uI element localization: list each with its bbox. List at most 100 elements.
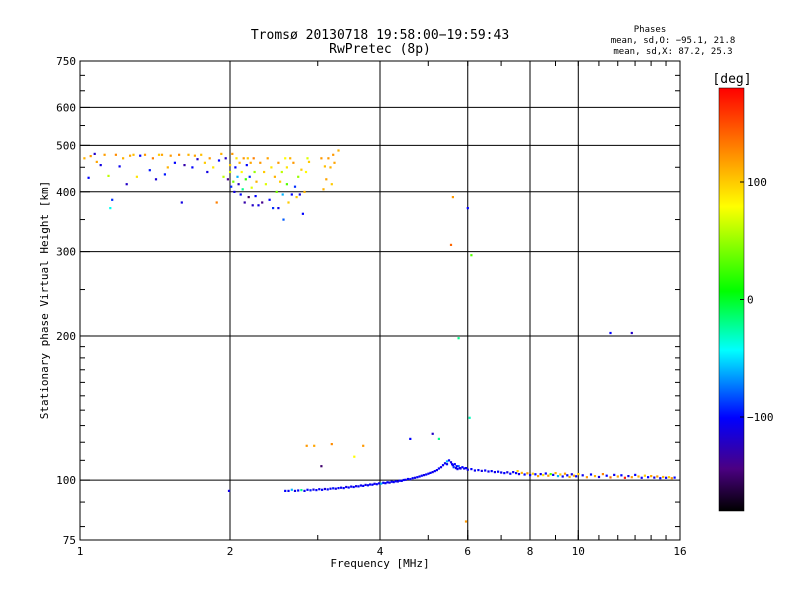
data-point <box>547 474 550 477</box>
data-point <box>411 477 414 480</box>
data-point <box>404 478 407 481</box>
data-point <box>178 153 181 156</box>
data-point <box>366 484 369 487</box>
data-point <box>273 175 276 178</box>
data-point <box>490 470 493 473</box>
data-point <box>107 174 110 177</box>
data-point <box>653 476 656 479</box>
y-tick-label: 500 <box>56 139 76 152</box>
chart-title-line2: RwPretec (8p) <box>329 42 431 57</box>
data-point <box>334 487 337 490</box>
data-point <box>301 212 304 215</box>
data-point <box>413 476 417 479</box>
x-tick-label: 16 <box>673 545 686 558</box>
data-point <box>347 486 350 489</box>
data-point <box>637 475 640 478</box>
data-point <box>224 157 227 160</box>
data-point <box>253 170 256 174</box>
data-point <box>118 165 121 168</box>
data-point <box>295 196 298 199</box>
data-point <box>416 476 419 479</box>
data-point <box>531 472 534 475</box>
data-point <box>487 470 490 473</box>
data-point <box>526 472 529 475</box>
data-point <box>634 473 637 476</box>
data-point <box>542 474 545 477</box>
colorbar-tick-label: 100 <box>747 176 767 189</box>
data-point <box>337 149 340 152</box>
data-point <box>196 158 199 161</box>
data-point <box>665 476 668 479</box>
data-point <box>463 467 466 470</box>
data-point <box>222 175 225 178</box>
data-point <box>290 193 293 196</box>
data-point <box>593 475 597 478</box>
data-point <box>217 159 221 162</box>
data-point <box>386 481 389 484</box>
data-point <box>297 489 300 492</box>
data-point <box>243 201 246 204</box>
data-point <box>480 469 483 472</box>
data-point <box>325 178 328 181</box>
data-point <box>515 472 518 475</box>
data-point <box>285 183 288 186</box>
data-point <box>232 180 235 183</box>
data-point <box>83 157 86 160</box>
data-point <box>609 331 612 335</box>
data-point <box>285 166 288 169</box>
data-point <box>235 157 238 160</box>
data-point <box>281 193 284 196</box>
data-point <box>396 480 399 483</box>
data-point <box>402 478 405 482</box>
data-point <box>248 175 251 178</box>
data-point <box>135 175 138 178</box>
data-point <box>303 190 306 193</box>
data-point <box>609 476 612 479</box>
data-point <box>298 193 301 196</box>
data-point <box>585 476 588 479</box>
data-point <box>289 157 292 160</box>
data-point <box>246 157 249 160</box>
data-point <box>623 476 626 479</box>
data-point <box>493 471 496 474</box>
data-point <box>333 161 336 164</box>
data-point <box>277 207 280 210</box>
data-point <box>431 432 434 435</box>
data-point <box>229 164 232 167</box>
data-point <box>670 477 673 480</box>
data-point <box>300 489 303 492</box>
data-point <box>457 465 460 468</box>
data-point <box>466 207 469 210</box>
x-tick-label: 4 <box>377 545 384 558</box>
data-point <box>215 201 218 204</box>
data-point <box>373 482 376 485</box>
data-point <box>447 459 451 462</box>
data-point <box>95 160 98 163</box>
data-point <box>630 476 633 479</box>
x-tick-label: 6 <box>464 545 471 558</box>
data-point <box>254 195 257 198</box>
data-point <box>249 161 252 164</box>
data-point <box>441 464 445 467</box>
data-point <box>534 473 537 476</box>
data-point <box>173 161 176 164</box>
data-point <box>509 472 512 475</box>
data-point <box>312 488 315 491</box>
data-point <box>575 475 578 478</box>
data-point <box>429 471 432 474</box>
data-point <box>270 166 273 169</box>
data-point <box>122 157 125 160</box>
data-point <box>445 463 449 466</box>
data-point <box>160 153 164 156</box>
chart-title-line1: Tromsø 20130718 19:58:00−19:59:43 <box>251 28 509 43</box>
data-point <box>382 481 385 484</box>
data-point <box>154 178 158 181</box>
data-point <box>406 477 410 481</box>
data-point <box>453 463 456 466</box>
data-point <box>297 175 300 178</box>
data-point <box>433 470 436 473</box>
data-point <box>630 331 633 335</box>
data-point <box>337 487 340 490</box>
data-point <box>287 489 290 492</box>
data-point <box>437 437 440 440</box>
